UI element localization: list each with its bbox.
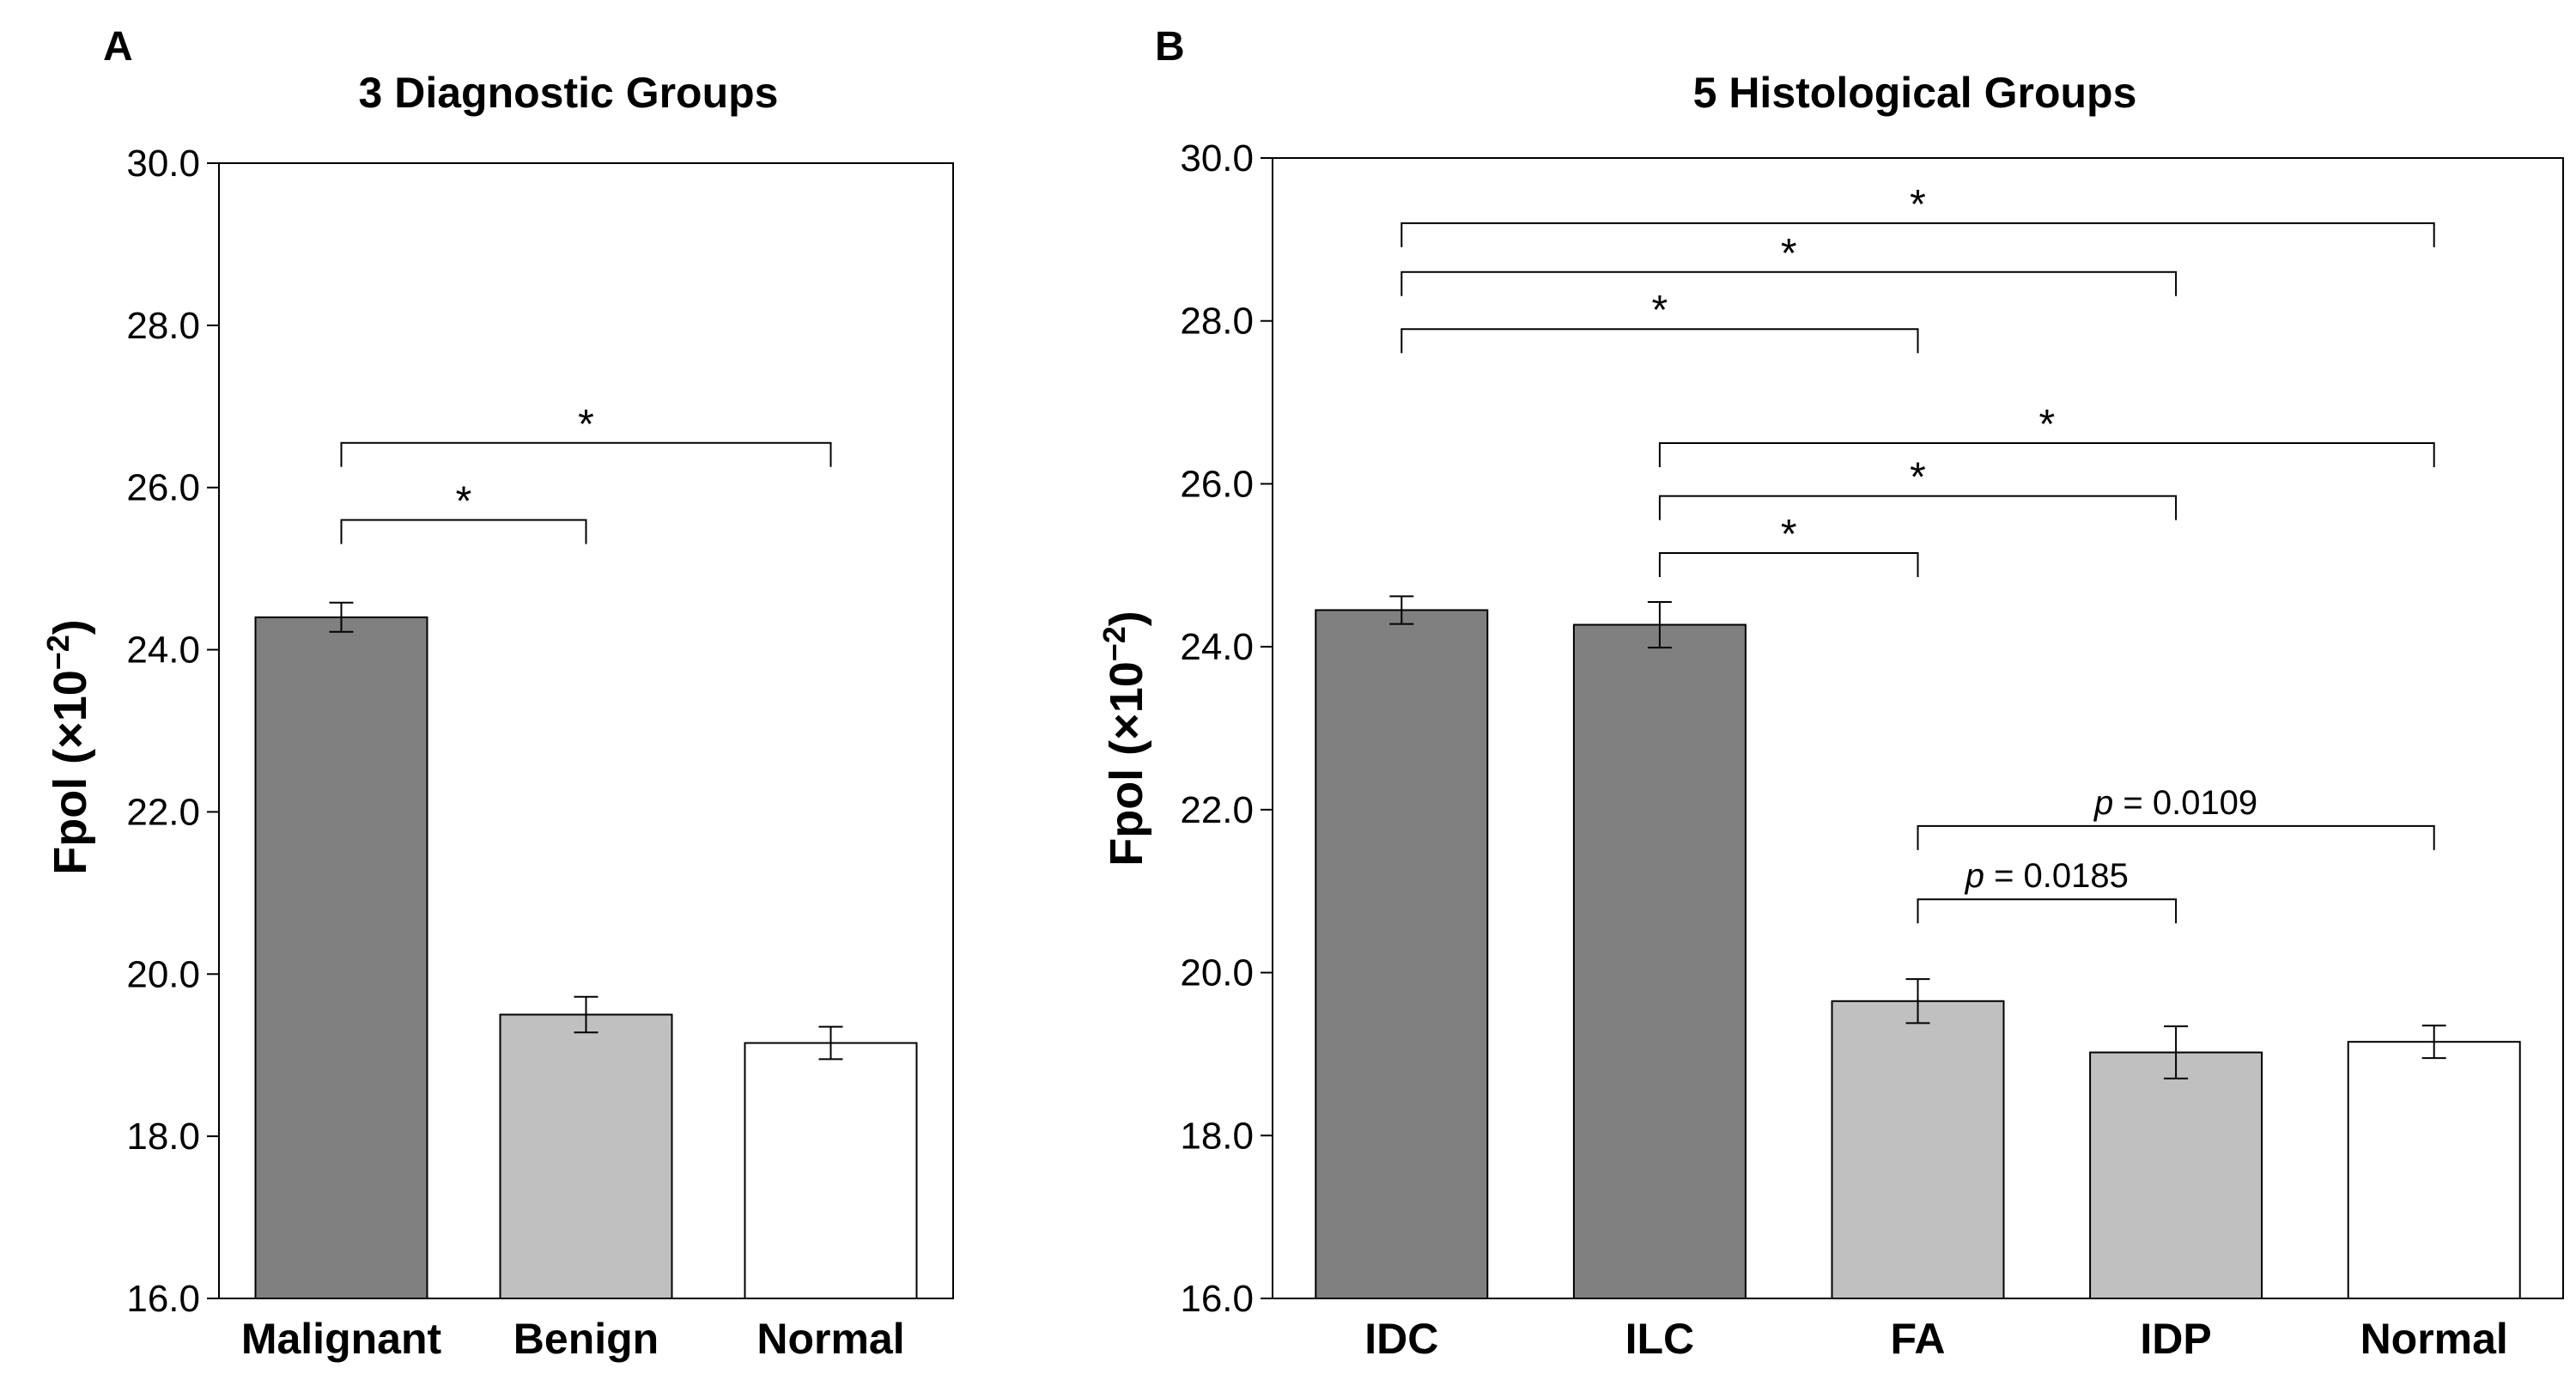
panel-b-significance-star: *	[1781, 231, 1797, 277]
panel-b-category-label: IDP	[2140, 1315, 2211, 1363]
p-symbol: p	[2093, 784, 2123, 822]
panel-b-p-value-label: p = 0.0185	[1965, 857, 2129, 895]
panel-b-significance-star: *	[1910, 455, 1926, 501]
p-value-text: = 0.0109	[2123, 784, 2257, 822]
panel-a-y-tick-label: 22.0	[126, 791, 200, 833]
panel-b-title: 5 Histological Groups	[1693, 69, 2137, 117]
panel-a-y-axis-suffix: )	[45, 619, 96, 635]
panel-b-significance-bracket	[1400, 271, 2178, 296]
panel-b-significance-bracket	[1917, 824, 2435, 850]
panel-b-bar-ilc	[1572, 623, 1747, 1299]
panel-a-y-axis-title: Fpol (×10−2)	[40, 619, 96, 875]
panel-b-p-value-label: p = 0.0109	[2093, 784, 2257, 822]
panel-a-y-tick-label: 20.0	[126, 953, 200, 995]
panel-b-y-tick-label: 18.0	[1180, 1115, 1254, 1157]
panel-a-y-tick-label: 16.0	[126, 1278, 200, 1320]
panel-b-y-tick-label: 28.0	[1180, 301, 1254, 343]
panel-b-bar-idc	[1315, 609, 1489, 1299]
panel-a-significance-star: *	[456, 478, 472, 524]
panel-b-y-axis-exponent: −2	[1097, 626, 1132, 661]
panel-a-category-label: Malignant	[241, 1315, 442, 1363]
panel-b-bar-normal	[2347, 1041, 2521, 1299]
panel-b-significance-star: *	[1652, 288, 1668, 333]
panel-b-category-label: IDC	[1364, 1315, 1438, 1363]
panel-b-bar-fa	[1831, 1000, 2005, 1300]
panel-b-category-label: ILC	[1625, 1315, 1695, 1363]
panel-a-y-tick-label: 26.0	[126, 467, 200, 509]
panel-b-y-tick-label: 16.0	[1180, 1278, 1254, 1320]
panel-a-y-tick-label: 24.0	[126, 629, 200, 672]
panel-b-significance-star: *	[2038, 402, 2055, 447]
panel-a-title: 3 Diagnostic Groups	[359, 69, 779, 117]
panel-a-chart: 16.0 18.0 20.0 22.0 24.0 26.0 28.0 30.0 Malignan…	[126, 143, 954, 1363]
panel-a-letter: A	[103, 24, 133, 70]
panel-b-y-tick-label: 20.0	[1180, 952, 1254, 994]
panel-b-y-axis-title: Fpol (×10−2)	[1097, 611, 1152, 866]
panel-b-significance-star: *	[1781, 512, 1797, 557]
panel-a-y-axis-exponent: −2	[40, 635, 76, 670]
panel-b-significance-bracket	[1658, 552, 1919, 578]
panel-b-significance-bracket	[1400, 328, 1919, 354]
p-value-text: = 0.0185	[1994, 857, 2129, 895]
panel-a-bar-benign	[499, 1013, 673, 1299]
panel-a-bar-malignant	[254, 616, 428, 1299]
panel-b-letter: B	[1155, 24, 1185, 70]
p-symbol: p	[1965, 857, 1994, 895]
panel-a-y-tick-label: 18.0	[126, 1116, 200, 1158]
panel-b-significance-bracket	[1400, 222, 2435, 247]
panel-a-significance-bracket	[340, 441, 832, 467]
panel-b-category-label: Normal	[2360, 1315, 2508, 1363]
panel-a-category-label: Benign	[513, 1315, 659, 1363]
panel-a-significance-bracket	[340, 519, 587, 544]
panel-b-y-tick-label: 22.0	[1180, 789, 1254, 831]
panel-b-y-tick-label: 24.0	[1180, 626, 1254, 668]
panel-a-y-tick-label: 28.0	[126, 305, 200, 347]
panel-b-bar-idp	[2089, 1051, 2263, 1299]
panel-b-significance-bracket	[1658, 442, 2435, 467]
panel-b-significance-star: *	[1910, 182, 1926, 228]
panel-a-bar-normal	[744, 1042, 918, 1300]
panel-a-significance-star: *	[578, 402, 594, 447]
panel-b-y-tick-label: 30.0	[1180, 137, 1254, 179]
panel-b-category-label: FA	[1891, 1315, 1946, 1363]
panel-b-significance-bracket	[1917, 898, 2178, 924]
panel-b-y-tick-label: 26.0	[1180, 463, 1254, 505]
panel-a-category-label: Normal	[756, 1315, 904, 1363]
panel-b-y-axis-suffix: )	[1101, 611, 1152, 626]
panel-b-significance-bracket	[1658, 495, 2178, 520]
panel-a-y-tick-label: 30.0	[126, 143, 200, 185]
panel-b-chart: 16.0 18.0 20.0 22.0 24.0 26.0 28.0 30.0 IDC ILC FA…	[1180, 137, 2564, 1363]
